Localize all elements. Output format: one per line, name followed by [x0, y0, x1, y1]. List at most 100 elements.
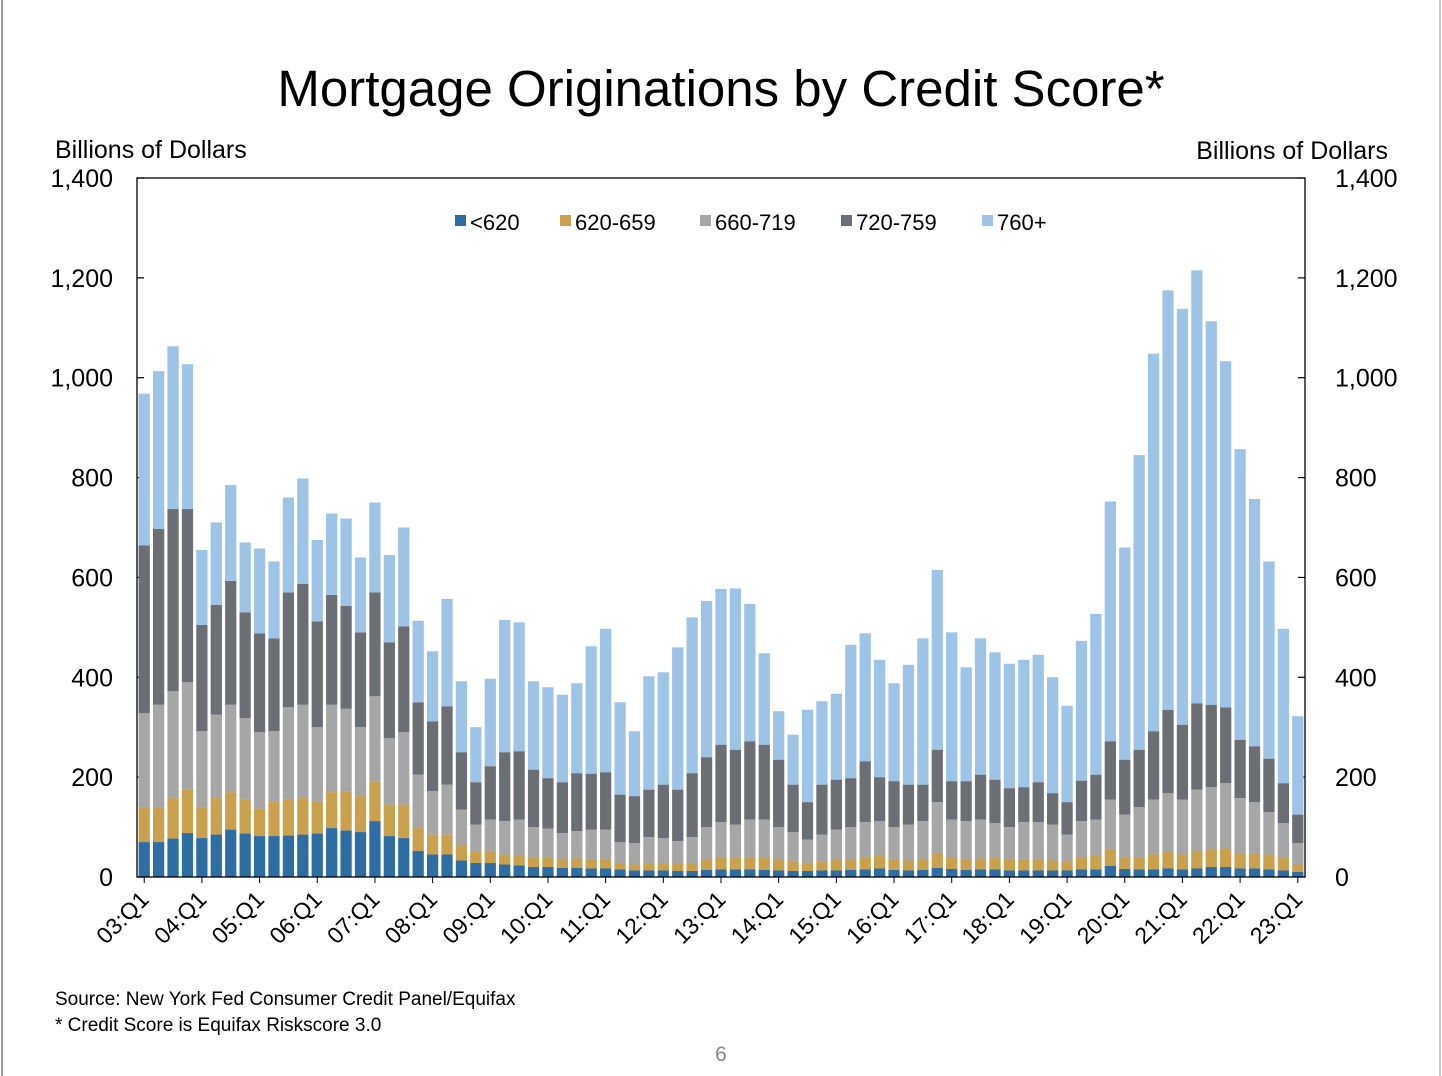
- bar-segment: [801, 863, 814, 872]
- bar-segment: [1075, 857, 1088, 870]
- bar-segment: [1220, 707, 1232, 784]
- bar-segment: [282, 707, 295, 800]
- bar-segment: [1047, 824, 1059, 861]
- x-tick-label: 18:Q1: [956, 886, 1019, 949]
- bar-segment: [1263, 854, 1275, 870]
- bar-segment: [816, 834, 828, 863]
- bar-segment: [1263, 758, 1275, 813]
- bar-segment: [1191, 868, 1203, 877]
- bar-segment: [744, 603, 756, 742]
- bar-segment: [773, 870, 785, 877]
- bar-segment: [412, 774, 424, 829]
- bar-segment: [902, 860, 915, 871]
- bar-segment: [700, 600, 713, 758]
- bar-segment: [542, 778, 554, 829]
- bar-segment: [1234, 449, 1246, 740]
- legend-label: <620: [470, 210, 520, 235]
- bar-segment: [1162, 852, 1174, 869]
- bar-segment: [845, 827, 857, 860]
- bar-segment: [225, 580, 237, 705]
- bar-segment: [1205, 321, 1217, 705]
- bar-segment: [210, 798, 222, 835]
- bar-segment: [657, 870, 669, 877]
- bar-segment: [585, 773, 597, 830]
- bar-segment: [614, 702, 626, 795]
- y2-tick-label: 1,000: [1335, 365, 1398, 393]
- bar-segment: [773, 827, 785, 860]
- bar-segment: [369, 696, 381, 782]
- y2-tick-label: 1,400: [1335, 165, 1398, 193]
- bar-segment: [600, 868, 612, 877]
- bar-segment: [239, 718, 251, 800]
- bar-segment: [974, 819, 987, 859]
- y2-tick-label: 800: [1335, 465, 1377, 493]
- bar-segment: [715, 858, 727, 870]
- bar-segment: [1176, 854, 1189, 870]
- bar-segment: [1277, 628, 1289, 784]
- bar-segment: [1292, 814, 1304, 844]
- x-tick-label: 10:Q1: [495, 886, 558, 949]
- bar-segment: [383, 836, 395, 877]
- bar-segment: [1032, 782, 1044, 823]
- bar-segment: [484, 863, 496, 877]
- bar-segment: [181, 364, 194, 510]
- bar-segment: [369, 781, 381, 822]
- bar-segment: [946, 632, 958, 782]
- bar-segment: [1003, 663, 1016, 789]
- bar-segment: [441, 854, 453, 877]
- bar-segment: [484, 766, 496, 820]
- bar-segment: [354, 796, 367, 833]
- bar-segment: [931, 868, 943, 877]
- bar-segment: [989, 869, 1001, 877]
- bar-segment: [311, 801, 323, 834]
- bar-segment: [830, 870, 842, 877]
- bar-segment: [326, 594, 338, 705]
- x-tick-label: 14:Q1: [726, 886, 789, 949]
- bar-segment: [499, 864, 511, 877]
- x-tick-label: 17:Q1: [899, 886, 962, 949]
- bar-segment: [672, 647, 684, 790]
- bar-segment: [657, 838, 669, 864]
- bar-segment: [700, 827, 713, 860]
- x-tick-label: 16:Q1: [841, 886, 904, 949]
- bar-segment: [686, 837, 698, 864]
- bar-segment: [210, 604, 222, 715]
- bar-segment: [931, 802, 943, 854]
- bars: [138, 270, 1304, 877]
- bar-segment: [426, 834, 439, 855]
- bar-segment: [225, 829, 237, 877]
- bar-segment: [1133, 749, 1145, 808]
- bar-segment: [470, 852, 482, 864]
- y2-tick-label: 600: [1335, 564, 1377, 592]
- bar-segment: [628, 843, 641, 865]
- bar-segment: [253, 808, 266, 837]
- bar-segment: [715, 822, 727, 859]
- bar-segment: [138, 807, 150, 843]
- bar-segment: [960, 821, 972, 860]
- bar-segment: [1162, 793, 1174, 853]
- bar-segment: [1147, 869, 1160, 877]
- bar-segment: [931, 749, 943, 803]
- y2-tick-label: 0: [1335, 864, 1349, 892]
- bar-segment: [902, 784, 915, 825]
- bar-segment: [1133, 455, 1145, 750]
- bar-segment: [1277, 783, 1289, 824]
- bar-segment: [340, 605, 352, 709]
- bar-segment: [758, 819, 770, 859]
- bar-segment: [1090, 819, 1102, 857]
- bar-segment: [326, 513, 338, 595]
- bar-segment: [455, 809, 468, 847]
- bar-segment: [153, 807, 165, 843]
- bar-segment: [1234, 853, 1246, 869]
- bar-segment: [946, 781, 958, 820]
- bar-segment: [268, 638, 280, 732]
- bar-segment: [340, 518, 352, 606]
- bar-segment: [196, 624, 208, 732]
- bar-segment: [1162, 709, 1174, 794]
- bar-segment: [369, 502, 381, 593]
- bar-segment: [499, 619, 511, 753]
- bar-segment: [585, 859, 597, 869]
- bar-segment: [196, 731, 208, 808]
- bar-segment: [686, 617, 698, 774]
- bar-segment: [744, 858, 756, 870]
